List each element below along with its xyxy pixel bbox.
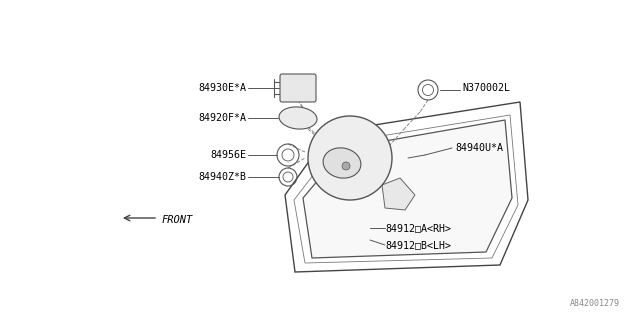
Text: 84912□A<RH>: 84912□A<RH>	[385, 223, 451, 233]
Text: 84920F*A: 84920F*A	[198, 113, 246, 123]
FancyBboxPatch shape	[280, 74, 316, 102]
Text: A842001279: A842001279	[570, 299, 620, 308]
Polygon shape	[303, 120, 512, 258]
Ellipse shape	[323, 148, 361, 178]
Ellipse shape	[279, 107, 317, 129]
Circle shape	[308, 116, 392, 200]
Polygon shape	[382, 178, 415, 210]
Text: 84930E*A: 84930E*A	[198, 83, 246, 93]
Text: 84956E: 84956E	[210, 150, 246, 160]
Text: 84940U*A: 84940U*A	[455, 143, 503, 153]
Circle shape	[342, 162, 350, 170]
Text: 84940Z*B: 84940Z*B	[198, 172, 246, 182]
Text: 84912□B<LH>: 84912□B<LH>	[385, 240, 451, 250]
Text: N370002L: N370002L	[462, 83, 510, 93]
Text: FRONT: FRONT	[162, 215, 193, 225]
